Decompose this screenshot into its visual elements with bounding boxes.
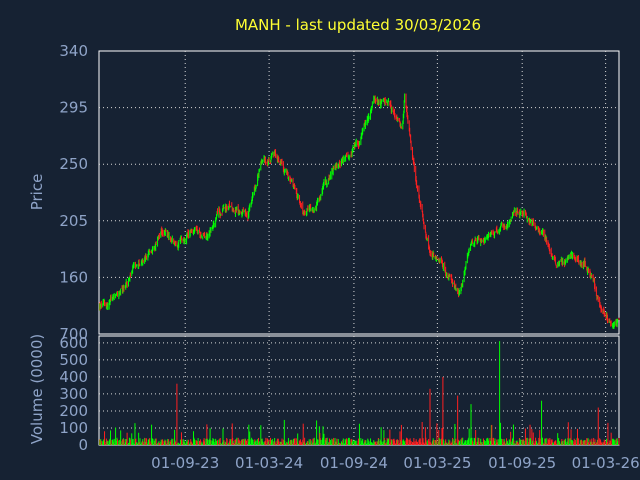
chart-title: MANH - last updated 30/03/2026: [235, 16, 481, 34]
price-axis-label: Price: [28, 174, 46, 211]
volume-bars: [98, 341, 620, 445]
volume-y-tick-label: 400: [59, 368, 88, 386]
price-y-ticks: 340 295 250 205 160 700: [59, 42, 88, 343]
x-tick-label: 01-03-24: [235, 454, 303, 472]
price-y-tick-label: 340: [59, 42, 88, 60]
volume-y-tick-label: 0: [78, 436, 88, 454]
price-y-tick-label: 250: [59, 155, 88, 173]
volume-y-tick-label: 100: [59, 419, 88, 437]
price-y-tick-label: 205: [59, 212, 88, 230]
x-tick-label: 01-09-23: [151, 454, 219, 472]
x-tick-label: 01-03-26: [572, 454, 640, 472]
volume-y-tick-label: 200: [59, 402, 88, 420]
x-tick-label: 01-09-24: [320, 454, 388, 472]
price-y-tick-label: 295: [59, 99, 88, 117]
x-tick-label: 01-09-25: [488, 454, 556, 472]
x-tick-label: 01-03-25: [403, 454, 471, 472]
price-grid: [99, 51, 619, 334]
volume-axis-label: Volume (0000): [28, 334, 46, 444]
price-plot-frame: [98, 50, 620, 335]
x-axis-ticks: 01-09-23 01-03-24 01-09-24 01-03-25 01-09-25…: [151, 454, 640, 472]
volume-y-tick-label: 600: [59, 334, 88, 352]
volume-y-tick-label: 500: [59, 351, 88, 369]
price-y-tick-label: 700: [59, 325, 88, 343]
volume-y-tick-label: 300: [59, 385, 88, 403]
price-candles: [98, 93, 620, 329]
price-y-tick-label: 160: [59, 268, 88, 286]
